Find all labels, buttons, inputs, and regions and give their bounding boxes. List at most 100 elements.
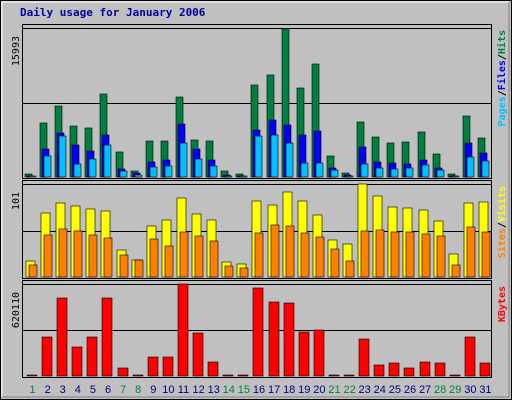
bar-sites-day-24 [375,229,385,278]
bar-sites-day-19 [300,232,310,278]
bar-pages-day-1 [28,175,37,178]
bar-kbytes-day-14 [222,374,234,377]
bar-sites-day-27 [421,233,431,278]
bar-pages-day-9 [149,166,158,178]
chart-title: Daily usage for January 2006 [20,6,206,19]
bar-sites-day-5 [88,234,98,278]
legend-part-4: Hits [496,30,508,54]
day-label-15: 15 [238,384,250,396]
bar-sites-day-14 [224,265,234,278]
day-label-3: 3 [60,384,66,396]
bar-kbytes-day-21 [328,374,340,377]
bar-kbytes-day-24 [373,364,385,377]
bar-kbytes-day-25 [388,362,400,377]
day-label-2: 2 [45,384,51,396]
bar-kbytes-day-26 [403,367,415,377]
bar-kbytes-day-12 [192,332,204,377]
day-label-23: 23 [359,384,371,396]
bar-sites-day-21 [330,248,340,278]
day-label-4: 4 [75,384,81,396]
bar-sites-day-25 [390,231,400,278]
panel-max-label: 101 [11,192,22,210]
day-axis-labels: 1 2 3 4 5 6 7 8 9 10 11 12 13 14 15 16 17 18 19 20 21 22 23 24 2… [29,384,491,396]
bar-kbytes-day-13 [207,361,219,377]
day-label-12: 12 [192,384,204,396]
bar-pages-day-19 [300,162,309,178]
legend-part-1: / [497,222,508,228]
bar-sites-day-13 [209,240,219,278]
day-label-30: 30 [464,384,476,396]
bar-pages-day-17 [270,134,279,178]
chart-panels: 15993Pages/Files/Hits101Sites/Visits6201… [11,24,508,378]
bar-kbytes-day-9 [147,356,159,377]
day-label-1: 1 [29,384,35,396]
bar-sites-day-28 [436,235,446,278]
bar-pages-day-22 [345,175,354,178]
bar-kbytes-day-15 [237,374,249,377]
bar-pages-day-5 [88,158,97,178]
bar-pages-day-12 [194,158,203,178]
bar-pages-day-25 [390,168,399,178]
bar-pages-day-13 [209,165,218,178]
bar-pages-day-10 [164,165,173,178]
day-label-26: 26 [404,384,416,396]
bar-sites-day-2 [43,234,53,278]
bar-pages-day-2 [43,155,52,178]
bar-pages-day-26 [405,167,414,178]
legend-part-2: Files [496,60,508,90]
day-label-25: 25 [389,384,401,396]
panel-legend-label: Pages/Files/Hits [496,30,508,126]
bar-kbytes-day-10 [162,356,174,377]
day-label-21: 21 [328,384,340,396]
panel-max-label: 15993 [11,36,22,66]
bar-kbytes-day-7 [117,367,129,377]
bar-pages-day-21 [330,169,339,178]
bar-kbytes-day-4 [71,346,83,377]
legend-part-0: Pages [497,96,508,126]
panel-legend-label: KBytes [497,286,508,322]
panel-kbytes: 620110 KBytes [11,280,508,378]
day-label-19: 19 [298,384,310,396]
day-label-8: 8 [135,384,141,396]
bar-kbytes-day-18 [283,302,295,377]
day-label-9: 9 [150,384,156,396]
bar-kbytes-day-29 [449,374,461,377]
bar-sites-day-15 [239,267,249,278]
legend-part-1: / [497,90,508,96]
bar-sites-day-23 [360,230,370,278]
bar-pages-day-14 [224,175,233,178]
bar-kbytes-day-16 [252,287,264,377]
bar-kbytes-day-30 [464,336,476,377]
bar-sites-day-26 [405,231,415,278]
bar-sites-day-18 [285,225,295,278]
day-label-18: 18 [283,384,295,396]
bar-pages-day-20 [315,162,324,178]
bar-pages-day-27 [421,164,430,178]
bar-sites-day-1 [28,264,38,278]
bar-sites-day-7 [119,254,129,278]
bar-sites-day-12 [194,235,204,278]
day-label-17: 17 [268,384,280,396]
bar-sites-day-10 [164,245,174,278]
bar-kbytes-day-28 [434,362,446,377]
bar-kbytes-day-5 [86,336,98,377]
bar-kbytes-day-20 [313,329,325,377]
day-label-16: 16 [253,384,265,396]
bar-kbytes-day-19 [298,331,310,377]
bar-sites-day-4 [73,230,83,278]
bar-pages-day-4 [73,163,82,178]
day-label-22: 22 [343,384,355,396]
bar-kbytes-day-17 [268,301,280,377]
day-label-29: 29 [449,384,461,396]
bar-kbytes-day-2 [41,336,53,377]
legend-part-2: Visits [496,186,508,222]
bar-pages-day-23 [360,163,369,178]
day-label-10: 10 [162,384,174,396]
bar-kbytes-day-6 [101,297,113,377]
bar-kbytes-day-22 [343,374,355,377]
bar-pages-day-30 [466,156,475,178]
day-label-24: 24 [374,384,386,396]
day-label-6: 6 [105,384,111,396]
